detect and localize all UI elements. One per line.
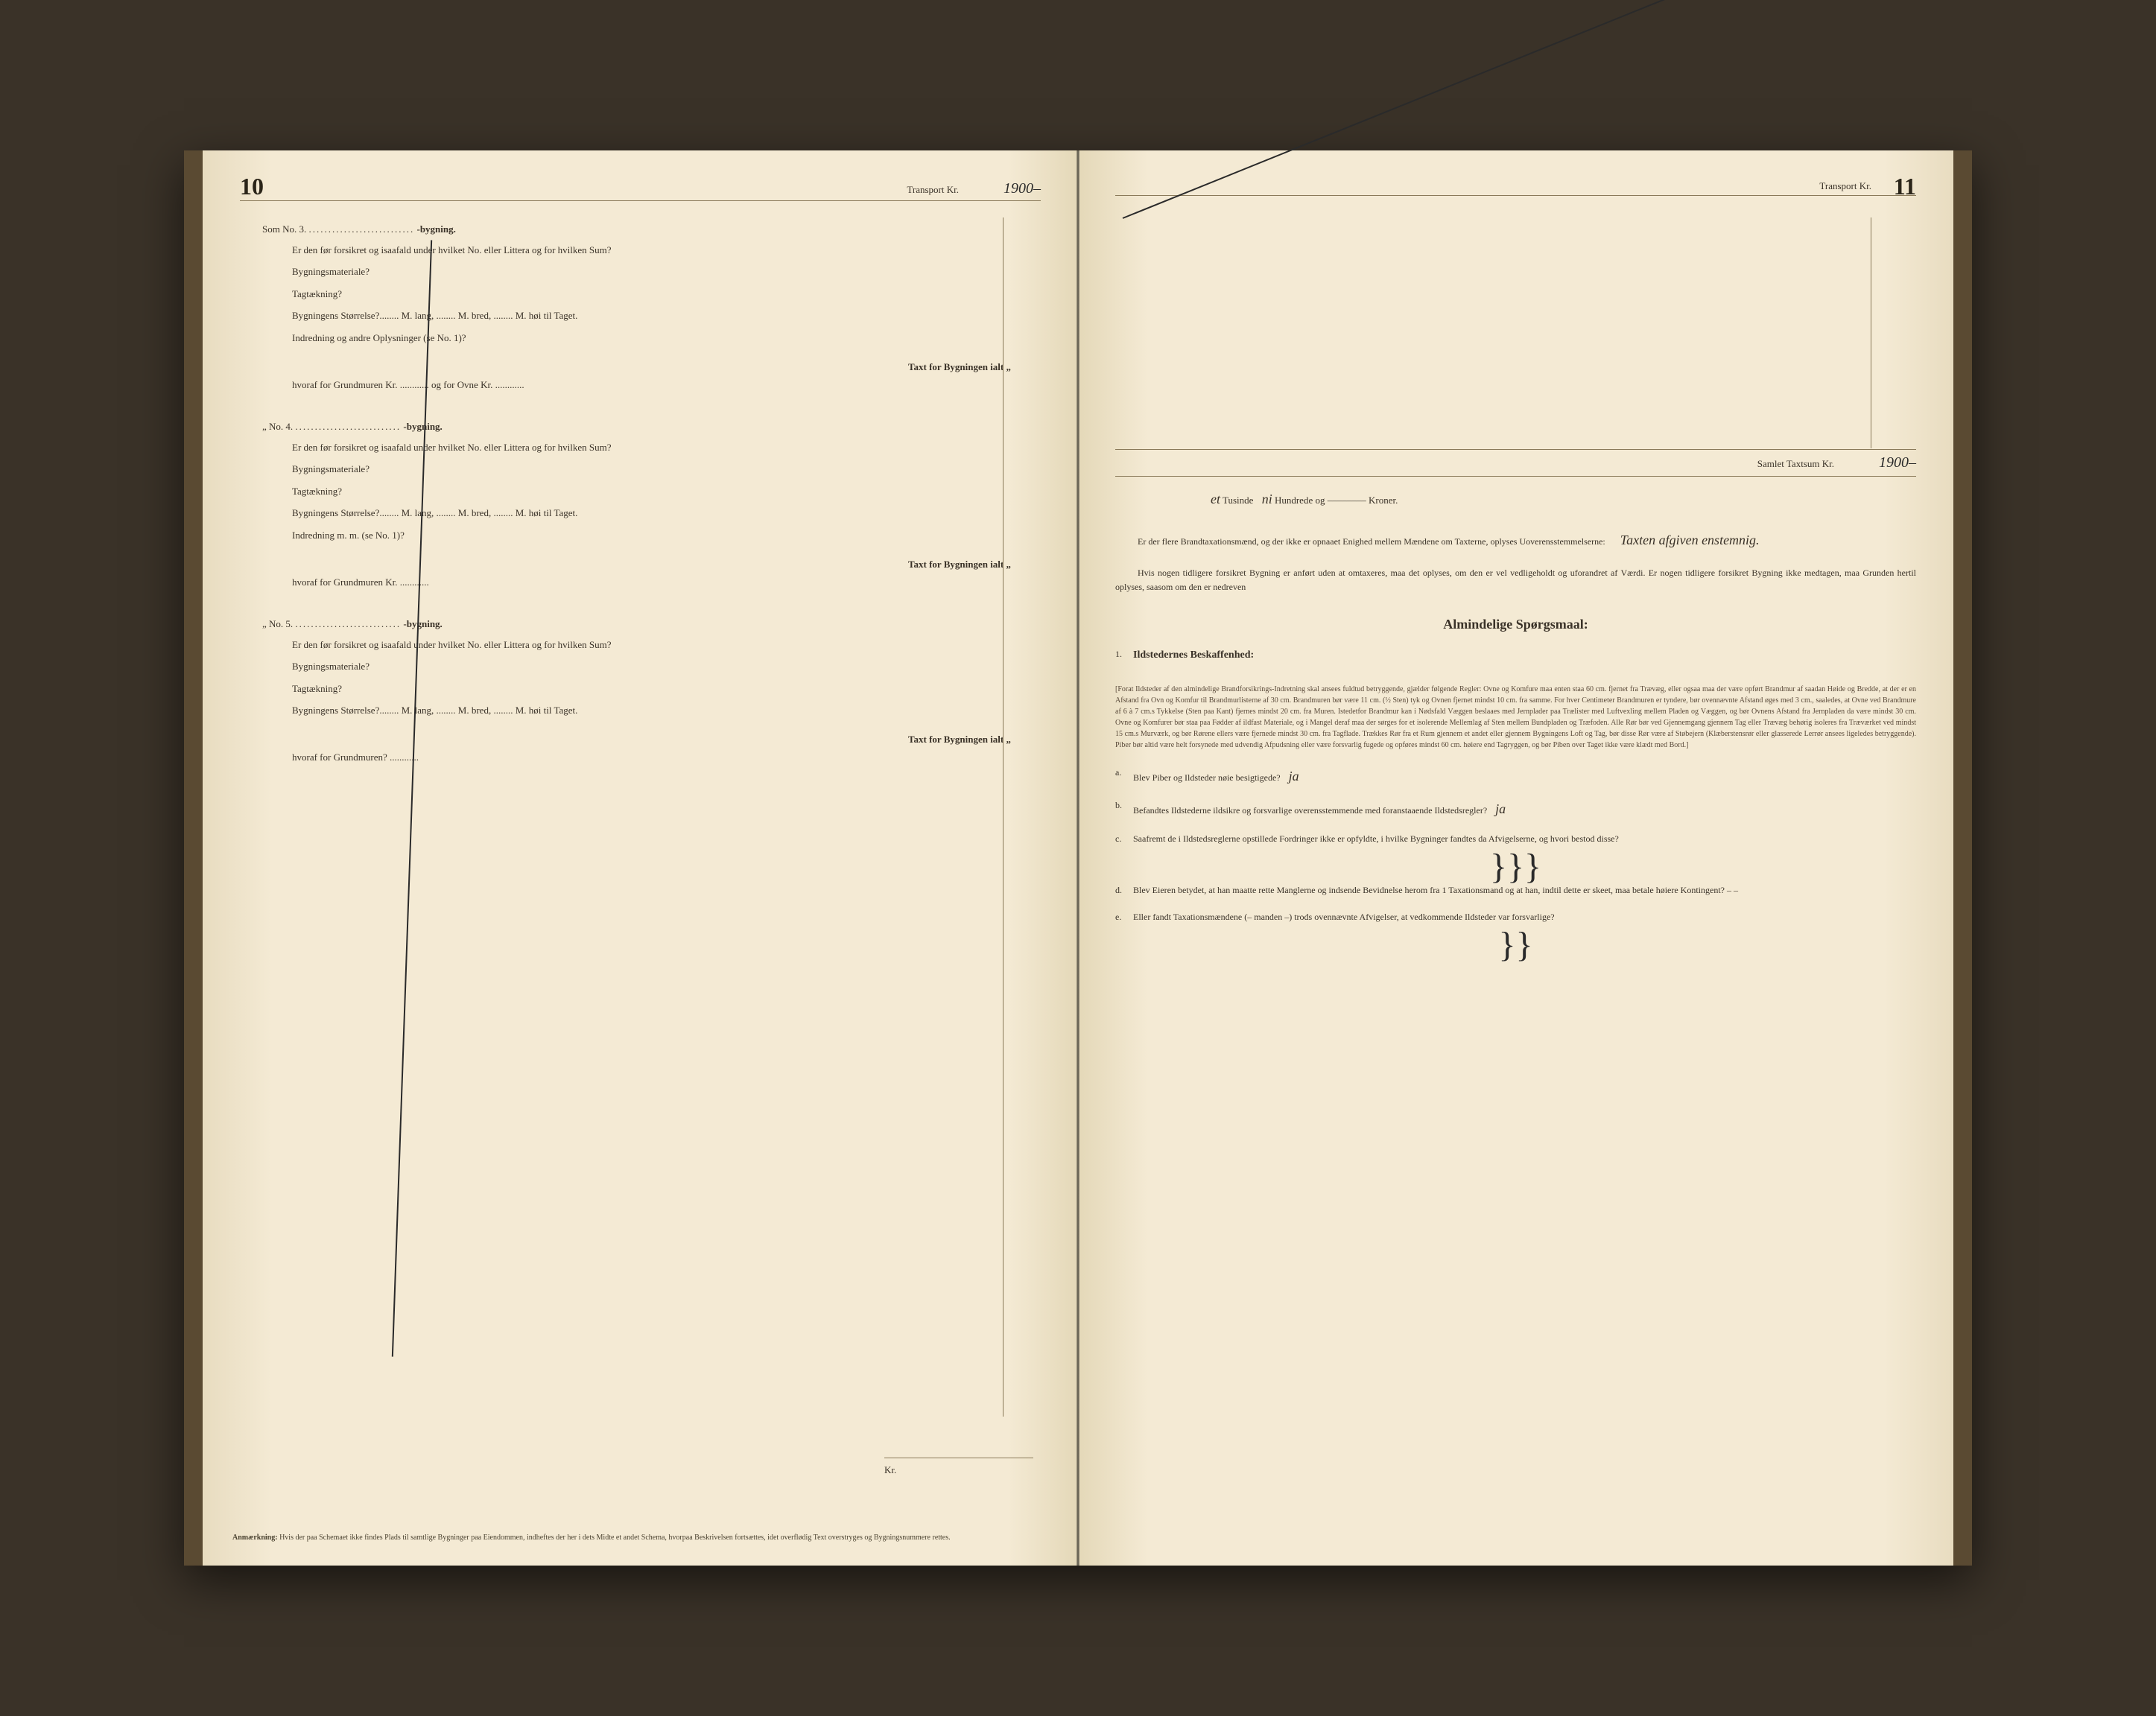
transport-value: 1900– <box>1004 180 1041 197</box>
question-text: Befandtes Ildstederne ildsikre og forsva… <box>1133 798 1916 820</box>
kr-total-row: Kr. <box>884 1458 1033 1476</box>
taxt-row: Taxt for Bygningen ialt „ <box>262 559 1041 571</box>
question-multiple-assessors: Er der flere Brandtaxationsmænd, og der … <box>1115 530 1916 551</box>
taxt-label: Taxt for Bygningen ialt „ <box>908 559 1011 570</box>
question-c: c. Saafremt de i Ildstedsreglerne opstil… <box>1115 832 1916 846</box>
page-number-left: 10 <box>240 173 264 200</box>
list-marker: d. <box>1115 883 1133 897</box>
field-dimensions: Bygningens Størrelse?........ M. lang, .… <box>262 702 1041 719</box>
samlet-taxtsum-row: Samlet Taxtsum Kr. 1900– <box>1115 449 1916 477</box>
taxt-label: Taxt for Bygningen ialt „ <box>908 734 1011 745</box>
list-marker: b. <box>1115 798 1133 820</box>
section-suffix: -bygning. <box>416 223 455 235</box>
question-previous-insurance: Hvis nogen tidligere forsikret Bygning e… <box>1115 566 1916 594</box>
qb-answer: ja <box>1495 801 1506 816</box>
samlet-value: 1900– <box>1879 454 1916 471</box>
q-flere-text: Er der flere Brandtaxationsmænd, og der … <box>1138 536 1605 547</box>
fireplace-regulations: [Forat Ildsteder af den almindelige Bran… <box>1115 684 1916 751</box>
hvoraf-row: hvoraf for Grundmuren? ............ <box>262 751 1041 763</box>
page-number-right: 11 <box>1894 173 1916 200</box>
field-dimensions: Bygningens Størrelse?........ M. lang, .… <box>262 504 1041 521</box>
general-questions-heading: Almindelige Spørgsmaal: <box>1115 617 1916 632</box>
book-spine <box>1077 150 1079 1566</box>
field-roofing: Tagtækning? <box>262 285 1041 302</box>
question-a: a. Blev Piber og Ildsteder nøie besigtig… <box>1115 766 1916 787</box>
section-prefix: „ No. 4. <box>262 421 293 432</box>
section-prefix: „ No. 5. <box>262 618 293 629</box>
section-header: „ No. 5. ........................... -by… <box>262 618 1041 630</box>
page-left: 10 Transport Kr. 1900– Som No. 3. ......… <box>184 150 1078 1566</box>
field-material: Bygningsmateriale? <box>262 263 1041 280</box>
question-d: d. Blev Eieren betydet, at han maatte re… <box>1115 883 1916 897</box>
transport-label: Transport Kr. <box>907 184 959 196</box>
hundrede-hw: ni <box>1262 492 1272 506</box>
hundrede-label: Hundrede og –––––––– Kroner. <box>1275 495 1398 506</box>
building-section-4: „ No. 4. ........................... -by… <box>240 421 1041 588</box>
transport-row-left: Transport Kr. 1900– <box>240 180 1041 201</box>
section-suffix: -bygning. <box>403 421 442 432</box>
ledger-book: 10 Transport Kr. 1900– Som No. 3. ......… <box>184 150 1972 1566</box>
building-section-5: „ No. 5. ........................... -by… <box>240 618 1041 764</box>
footnote-text: Hvis der paa Schemaet ikke findes Plads … <box>279 1534 951 1542</box>
dotted-fill: ........................... <box>295 421 401 432</box>
field-roofing: Tagtækning? <box>262 680 1041 697</box>
taxt-row: Taxt for Bygningen ialt „ <box>262 361 1041 373</box>
field-material: Bygningsmateriale? <box>262 658 1041 675</box>
question-insured: Er den før forsikret og isaafald under h… <box>262 241 1041 258</box>
field-furnishing: Indredning m. m. (se No. 1)? <box>262 527 1041 544</box>
list-marker: a. <box>1115 766 1133 787</box>
section-header: „ No. 4. ........................... -by… <box>262 421 1041 433</box>
question-insured: Er den før forsikret og isaafald under h… <box>262 636 1041 653</box>
page-right: 11 Transport Kr. Samlet Taxtsum Kr. 1900… <box>1078 150 1972 1566</box>
section-prefix: Som No. 3. <box>262 223 306 235</box>
q-flere-answer: Taxten afgiven enstemnig. <box>1620 533 1760 547</box>
field-furnishing: Indredning og andre Oplysninger (se No. … <box>262 329 1041 346</box>
amount-column-divider <box>1003 217 1004 1417</box>
scribble-mark-c: }}} <box>1115 858 1916 876</box>
scribble-mark-e: }} <box>1115 936 1916 954</box>
strike-through-line <box>392 240 432 1356</box>
tusinde-prefix-hw: et <box>1211 492 1220 506</box>
field-roofing: Tagtækning? <box>262 483 1041 500</box>
qa-text: Blev Piber og Ildsteder nøie besigtigede… <box>1133 772 1281 783</box>
transport-label: Transport Kr. <box>1819 180 1871 192</box>
list-marker: 1. <box>1115 647 1133 671</box>
hvoraf-row: hvoraf for Grundmuren Kr. ............ <box>262 576 1041 588</box>
hvoraf-row: hvoraf for Grundmuren Kr. ............ o… <box>262 379 1041 391</box>
question-text: Blev Piber og Ildsteder nøie besigtigede… <box>1133 766 1916 787</box>
qb-text: Befandtes Ildstederne ildsikre og forsva… <box>1133 805 1487 816</box>
transport-row-right: Transport Kr. <box>1115 180 1916 196</box>
footnote-label: Anmærkning: <box>232 1534 278 1542</box>
section-1-title: Ildstedernes Beskaffenhed: <box>1133 647 1916 664</box>
dotted-fill: ........................... <box>295 618 401 629</box>
question-text: Blev Eieren betydet, at han maatte rette… <box>1133 883 1916 897</box>
taxt-label: Taxt for Bygningen ialt „ <box>908 361 1011 372</box>
section-suffix: -bygning. <box>403 618 442 629</box>
section-1-fireplaces: 1. Ildstedernes Beskaffenhed: <box>1115 647 1916 671</box>
question-text: Eller fandt Taxationsmændene (– manden –… <box>1133 910 1916 924</box>
question-insured: Er den før forsikret og isaafald under h… <box>262 439 1041 456</box>
field-dimensions: Bygningens Størrelse?........ M. lang, .… <box>262 307 1041 324</box>
field-material: Bygningsmateriale? <box>262 460 1041 477</box>
list-marker: e. <box>1115 910 1133 924</box>
footnote: Anmærkning: Hvis der paa Schemaet ikke f… <box>232 1533 1048 1543</box>
list-marker: c. <box>1115 832 1133 846</box>
samlet-label: Samlet Taxtsum Kr. <box>1757 458 1834 470</box>
question-b: b. Befandtes Ildstederne ildsikre og for… <box>1115 798 1916 820</box>
dotted-fill: ........................... <box>308 223 414 235</box>
building-section-3: Som No. 3. ........................... -… <box>240 223 1041 391</box>
taxt-row: Taxt for Bygningen ialt „ <box>262 734 1041 746</box>
qa-answer: ja <box>1289 769 1299 784</box>
tusinde-label: Tusinde <box>1223 495 1253 506</box>
amount-in-words-row: et Tusinde ni Hundrede og –––––––– Krone… <box>1115 492 1916 507</box>
question-text: Saafremt de i Ildstedsreglerne opstilled… <box>1133 832 1916 846</box>
section-header: Som No. 3. ........................... -… <box>262 223 1041 235</box>
question-e: e. Eller fandt Taxationsmændene (– mande… <box>1115 910 1916 924</box>
